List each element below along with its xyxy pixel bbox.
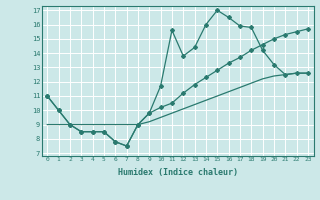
X-axis label: Humidex (Indice chaleur): Humidex (Indice chaleur) [118, 168, 237, 177]
